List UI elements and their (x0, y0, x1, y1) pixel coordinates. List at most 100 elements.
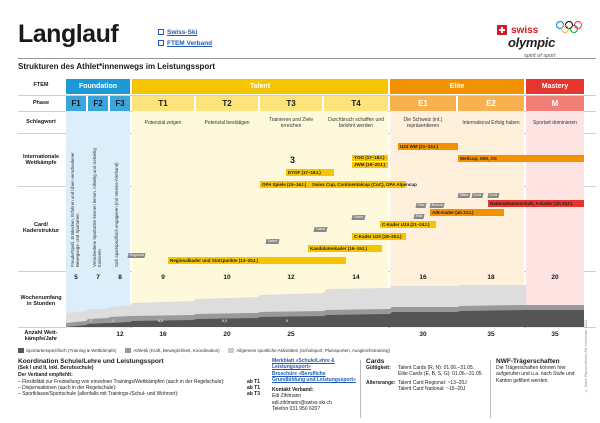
stack-label-f3: 1 (112, 319, 114, 323)
nwf-text: Die Trägerschaften können hier aufgerufe… (496, 365, 575, 384)
stack-label-t3: 6 (286, 319, 288, 323)
coordination-section: Koordination Schule/Lehre und Leistungss… (18, 358, 268, 397)
external-link-icon (158, 40, 164, 46)
keyword-t4: Durchbruch schaffen und belohnt werden (328, 117, 384, 129)
row-label-keyword: Schlagwort (26, 118, 56, 125)
hours-e1: 16 (419, 274, 427, 281)
legend-item-athletics: Athletik (Kraft, Beweglichkeit, Koordina… (125, 348, 220, 353)
keyword-m: Sportart dominieren (533, 120, 577, 126)
tag-silber: Silber (457, 193, 471, 198)
phase-e1: E1 (390, 96, 456, 111)
hours-t3: 12 (287, 274, 295, 281)
hours-f1: 5 (74, 274, 78, 281)
hours-f3: 8 (118, 274, 122, 281)
competition-weltcup: Weltcup, WM, OS (458, 155, 584, 162)
external-link-icon (158, 29, 164, 35)
tag-talent-3: Talent (265, 239, 280, 244)
legend-swatch (228, 348, 235, 353)
ftem-verband-link[interactable]: FTEM Verband (158, 38, 212, 49)
stack-label-t2: 6,5 (222, 319, 227, 323)
foundation-column (66, 111, 130, 328)
swiss-ski-link[interactable]: Swiss-Ski (158, 27, 212, 38)
page-title: Langlauf (18, 20, 119, 48)
contact-title: Kontakt Verband: (272, 387, 314, 394)
cards-title: Cards (366, 358, 385, 365)
coordination-title: Koordination Schule/Lehre und Leistungss… (18, 358, 164, 365)
card-kandidatenkader: Kandidatenkader (16–19J.) (308, 245, 382, 252)
competition-yog: YOG (17–18J.) (352, 155, 388, 161)
section-divider (490, 360, 491, 418)
coordination-item: – Dispensationen (auch in der Regelschul… (18, 384, 260, 391)
hours-f2: 7 (96, 274, 100, 281)
keyword-t1: Potenzial zeigen (144, 120, 182, 126)
contact-name: Edi Zihlmann (272, 393, 302, 400)
eyof-logo-icon: 3 (290, 155, 296, 165)
legend-swatch (125, 348, 132, 353)
keyword-t2: Potenzial bestätigen (204, 120, 250, 126)
group-elite: Elite (390, 79, 524, 94)
competition-jwm: JWM (19–20J.) (352, 162, 388, 168)
tag-talent-2: Talent (313, 227, 328, 232)
card-c-kader-u20: C-Kader U20 (19–20J.) (352, 233, 406, 240)
row-label-hours: Wochenumfang in Stunden (20, 294, 62, 308)
days-t2: 20 (223, 331, 231, 338)
keyword-t3: Trainieren und Ziele erreichen (268, 117, 314, 129)
tag-bronze: Bronze (429, 203, 445, 208)
logo-spirit: spirit of sport (524, 53, 556, 59)
tag-regional: Regional (127, 253, 146, 258)
cards-section: Cards Gültigkeit: Talent Cards (R, N): 0… (366, 358, 488, 392)
card-nationalmannschaft: Nationalmannschaft, A-Kader (ab 23J.) (488, 200, 584, 207)
legend-item-general: Allgemein sportliche Aktivitäten (Schuls… (228, 348, 390, 353)
days-t1: 16 (159, 331, 167, 338)
copyright-note: © Swiss Olympic/Swiss-Ski, November 2023 (584, 320, 588, 393)
legend-swatch (18, 348, 24, 353)
coordination-heading: Der Verband empfiehlt: (18, 372, 73, 379)
foundation-text-f3: Sich sportspezifisch engagieren (mit Ver… (114, 162, 119, 267)
coordination-item: – Flexibilität zur Freistellung von einz… (18, 378, 260, 385)
coordination-subtitle: (Sek I und II, inkl. Berufsschule) (18, 365, 94, 371)
legend-item-sport: Sportartenspezifisch (Training & Wettkäm… (18, 348, 117, 353)
header-divider (18, 58, 596, 59)
athlete-pathway-chart: FTEM Phase Schlagwort Internationale Wet… (18, 77, 596, 342)
competition-eyof: EYOF (17–18J.) (286, 169, 334, 176)
phase-t1: T1 (132, 96, 194, 111)
stack-label-t1: 6,5 (158, 319, 163, 323)
phase-t4: T4 (324, 96, 388, 111)
hours-t2: 10 (223, 274, 231, 281)
sport-specific-area (66, 310, 584, 327)
competition-swiss-cup: Swiss Cup, Continentalcup (CoC), OPA Alp… (310, 181, 417, 188)
tag-gold-2: Gold (471, 193, 484, 198)
page-subtitle: Strukturen des Athlet*innenwegs im Leist… (18, 62, 216, 71)
tag-gold: Gold (487, 193, 500, 198)
tag-elite: Elite (415, 203, 427, 208)
group-mastery: Mastery (526, 79, 584, 94)
stack-label-f2: 2 (90, 319, 92, 323)
hours-t4: 14 (352, 274, 360, 281)
phase-e2: E2 (458, 96, 524, 111)
coordination-links: Merkblatt «Schule/Lehre & Leistungssport… (272, 358, 360, 412)
merkblatt-link[interactable]: Merkblatt «Schule/Lehre & Leistungssport… (272, 358, 335, 371)
logo-swiss: swiss (511, 25, 539, 36)
phase-f2: F2 (88, 96, 108, 111)
card-ab-kader: A/B-Kader (ab 21J.) (430, 209, 504, 216)
card-regionalkader: Regionalkader und Stützpunkte (13–20J.) (168, 257, 346, 264)
group-talent: Talent (132, 79, 388, 94)
days-f3: 12 (116, 331, 124, 338)
hours-e2: 18 (487, 274, 495, 281)
foundation-text-f2: Verschiedene Sportarten kennen lernen. A… (92, 148, 102, 267)
phase-t2: T2 (196, 96, 258, 111)
row-label-cards: Card/ Kaderstruktur (22, 221, 60, 235)
broschuere-link[interactable]: Broschüre «Berufliche Grundbildung und L… (272, 370, 356, 383)
days-t3: 25 (287, 331, 295, 338)
row-divider (18, 95, 596, 96)
hours-m: 20 (551, 274, 559, 281)
contact-email[interactable]: edi.zihlmann@swiss-ski.ch (272, 399, 332, 406)
legend: Sportartenspezifisch (Training & Wettkäm… (18, 348, 596, 353)
stack-label-f1: 4 (68, 319, 70, 323)
cards-validity: Gültigkeit: Talent Cards (R, N): 01.06.–… (366, 365, 483, 378)
hours-t1: 9 (161, 274, 165, 281)
nwf-section: NWF-Trägerschaften Die Trägerschaften kö… (496, 358, 582, 384)
cards-age: Altersrange: Talent Card Regional: ~13–2… (366, 379, 467, 392)
row-label-ftem: FTEM (33, 82, 49, 89)
group-foundation: Foundation (66, 79, 130, 94)
